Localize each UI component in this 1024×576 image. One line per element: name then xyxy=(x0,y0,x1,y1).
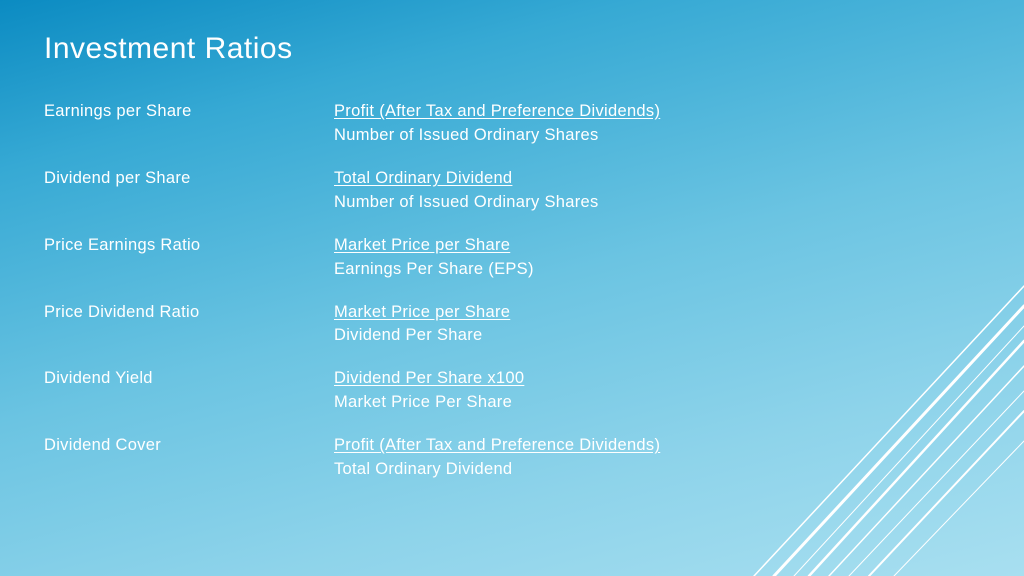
ratio-row: Price Earnings Ratio Market Price per Sh… xyxy=(44,234,980,282)
slide-title: Investment Ratios xyxy=(44,32,980,66)
ratio-row: Price Dividend Ratio Market Price per Sh… xyxy=(44,301,980,349)
ratio-label: Price Dividend Ratio xyxy=(44,301,334,349)
ratio-row: Earnings per Share Profit (After Tax and… xyxy=(44,100,980,148)
ratios-list: Earnings per Share Profit (After Tax and… xyxy=(44,100,980,482)
ratio-label: Earnings per Share xyxy=(44,100,334,148)
ratio-row: Dividend Yield Dividend Per Share x100 M… xyxy=(44,367,980,415)
ratio-numerator: Dividend Per Share x100 xyxy=(334,367,524,391)
ratio-denominator: Total Ordinary Dividend xyxy=(334,458,660,482)
ratio-numerator: Total Ordinary Dividend xyxy=(334,167,599,191)
ratio-formula: Profit (After Tax and Preference Dividen… xyxy=(334,100,660,148)
ratio-denominator: Number of Issued Ordinary Shares xyxy=(334,191,599,215)
ratio-formula: Market Price per Share Dividend Per Shar… xyxy=(334,301,510,349)
ratio-formula: Market Price per Share Earnings Per Shar… xyxy=(334,234,534,282)
ratio-numerator: Profit (After Tax and Preference Dividen… xyxy=(334,100,660,124)
ratio-denominator: Dividend Per Share xyxy=(334,324,510,348)
ratio-formula: Profit (After Tax and Preference Dividen… xyxy=(334,434,660,482)
ratio-numerator: Market Price per Share xyxy=(334,234,534,258)
ratio-denominator: Earnings Per Share (EPS) xyxy=(334,258,534,282)
ratio-denominator: Number of Issued Ordinary Shares xyxy=(334,124,660,148)
ratio-label: Dividend Yield xyxy=(44,367,334,415)
ratio-row: Dividend Cover Profit (After Tax and Pre… xyxy=(44,434,980,482)
ratio-formula: Dividend Per Share x100 Market Price Per… xyxy=(334,367,524,415)
ratio-numerator: Market Price per Share xyxy=(334,301,510,325)
ratio-numerator: Profit (After Tax and Preference Dividen… xyxy=(334,434,660,458)
ratio-row: Dividend per Share Total Ordinary Divide… xyxy=(44,167,980,215)
ratio-formula: Total Ordinary Dividend Number of Issued… xyxy=(334,167,599,215)
ratio-label: Price Earnings Ratio xyxy=(44,234,334,282)
ratio-label: Dividend per Share xyxy=(44,167,334,215)
ratio-label: Dividend Cover xyxy=(44,434,334,482)
slide: Investment Ratios Earnings per Share Pro… xyxy=(0,0,1024,576)
ratio-denominator: Market Price Per Share xyxy=(334,391,524,415)
